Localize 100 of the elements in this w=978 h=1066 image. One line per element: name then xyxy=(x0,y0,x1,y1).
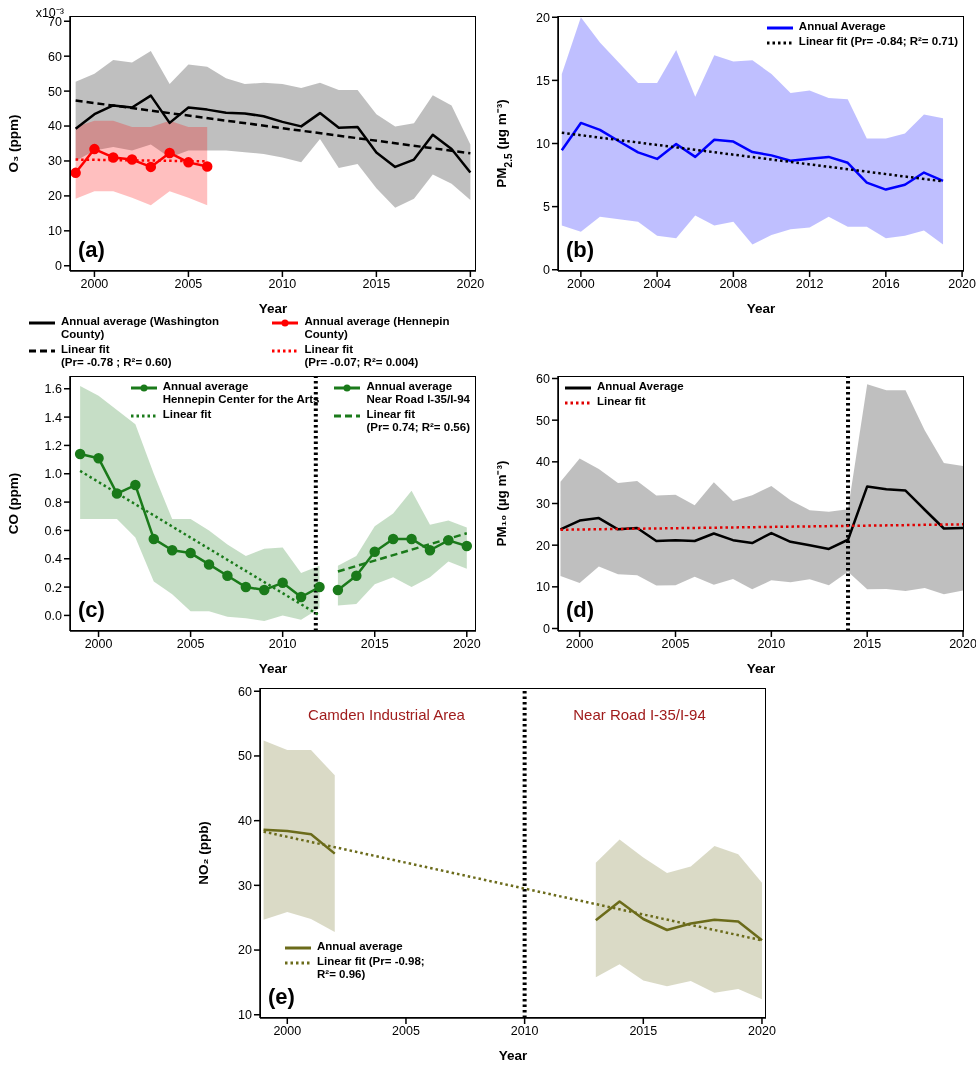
y-tick-label: 0 xyxy=(55,259,63,274)
legend-label: Annual average Near Road I-35/I-94 xyxy=(366,380,470,406)
x-tick-label: 2020 xyxy=(452,636,481,651)
x-axis-title: Year xyxy=(258,301,289,316)
annotation: Camden Industrial Area xyxy=(308,705,465,723)
point xyxy=(185,547,196,559)
x-tick-label: 2016 xyxy=(871,276,900,291)
point xyxy=(369,546,380,557)
y-tick-label: 60 xyxy=(536,371,551,386)
x-tick-label: 2000 xyxy=(566,276,595,291)
point xyxy=(89,143,100,155)
x-tick-label: 2020 xyxy=(948,276,977,291)
y-tick-label: 15 xyxy=(536,73,551,88)
x-tick-label: 2000 xyxy=(273,1023,302,1038)
point xyxy=(406,533,417,545)
x-tick-label: 2004 xyxy=(643,276,672,291)
legend-label: Annual average xyxy=(317,940,403,953)
legend-label: Annual Average xyxy=(597,380,684,393)
x-tick-label: 2000 xyxy=(80,276,109,291)
point xyxy=(74,448,86,460)
y-tick-label: 20 xyxy=(536,538,551,553)
y-tick-label: 0.0 xyxy=(44,608,63,623)
point xyxy=(183,157,194,168)
y-tick-label: 60 xyxy=(48,49,63,64)
point xyxy=(126,154,138,165)
y-tick-label: 0.8 xyxy=(44,495,63,510)
point xyxy=(314,581,325,593)
y-tick-label: 0.2 xyxy=(44,580,63,595)
point xyxy=(443,535,454,546)
y-tick-label: 30 xyxy=(238,878,253,893)
legend-label: Linear fit (Pr= -0.84; R²= 0.71) xyxy=(798,35,958,48)
point xyxy=(222,570,233,581)
x-tick-label: 2015 xyxy=(853,636,882,651)
y-axis-title: PM₁₀ (µg m⁻³) xyxy=(494,460,509,547)
y-tick-label: 50 xyxy=(48,84,63,99)
y-axis-title: CO (ppm) xyxy=(6,472,21,535)
y-tick-label: 0 xyxy=(543,263,551,278)
point xyxy=(201,161,213,172)
x-tick-label: 2012 xyxy=(795,276,824,291)
y-axis-title: O₃ (ppm) xyxy=(6,114,21,173)
annotation: (b) xyxy=(566,237,595,263)
y-tick-label: 30 xyxy=(536,496,551,511)
point xyxy=(461,540,473,552)
x-tick-label: 2008 xyxy=(719,276,748,291)
annotation: (c) xyxy=(78,597,105,623)
point xyxy=(277,577,288,589)
y-tick-label: 20 xyxy=(48,189,63,204)
point xyxy=(70,167,81,179)
x-axis-title: Year xyxy=(258,661,289,676)
point xyxy=(111,488,123,499)
line-series xyxy=(560,121,945,191)
annotation: (a) xyxy=(78,237,105,263)
point xyxy=(259,584,270,596)
y-tick-label: 20 xyxy=(238,943,253,958)
x-tick-label: 2010 xyxy=(757,636,786,651)
line-series xyxy=(74,94,472,174)
point xyxy=(295,591,307,603)
point xyxy=(164,147,175,159)
legend-label: Linear fit (Pr= -0.07; R²= 0.004) xyxy=(304,343,419,369)
y-tick-label: 50 xyxy=(238,749,253,764)
legend-label: Linear fit xyxy=(597,395,646,408)
legend-label: Annual Average xyxy=(798,20,886,33)
point xyxy=(203,559,215,570)
y-tick-label: 40 xyxy=(48,119,63,134)
x-tick-label: 2005 xyxy=(174,276,203,291)
y-tick-label: 40 xyxy=(238,814,253,829)
x-tick-label: 2010 xyxy=(268,636,297,651)
x-tick-label: 2020 xyxy=(748,1023,776,1038)
annotation: Near Road I-35/I-94 xyxy=(573,705,706,723)
x-tick-label: 2015 xyxy=(362,276,391,291)
y-tick-label: 50 xyxy=(536,413,551,428)
y-tick-label: 10 xyxy=(536,136,551,151)
y-tick-label: 0.4 xyxy=(44,552,63,567)
point xyxy=(240,581,252,593)
legend-label: Linear fit xyxy=(162,408,212,421)
point xyxy=(351,570,362,581)
legend-label: Linear fit (Pr= 0.74; R²= 0.56) xyxy=(366,408,470,434)
legend-label: Linear fit (Pr= -0.98; R²= 0.96) xyxy=(317,955,425,981)
y-tick-label: 5 xyxy=(543,200,551,215)
x-tick-label: 2015 xyxy=(629,1023,658,1038)
x-tick-label: 2000 xyxy=(84,636,113,651)
x-tick-label: 2005 xyxy=(176,636,205,651)
x-tick-label: 2000 xyxy=(565,636,594,651)
y-tick-label: 0 xyxy=(543,621,551,636)
x-axis-title: Year xyxy=(746,301,777,316)
point xyxy=(166,545,178,556)
point xyxy=(387,533,399,545)
y-tick-label: 10 xyxy=(48,224,63,239)
point xyxy=(145,161,157,173)
y-axis-title: NO₂ (ppb) xyxy=(196,821,211,885)
y-tick-label: 20 xyxy=(536,10,551,25)
legend-label: Annual average (Hennepin County) xyxy=(304,315,451,341)
x-tick-label: 2020 xyxy=(456,276,485,291)
point xyxy=(332,584,344,596)
x-axis-title: Year xyxy=(746,661,777,676)
legend-label: Linear fit (Pr= -0.78 ; R²= 0.60) xyxy=(61,343,172,369)
y-tick-label: 0.6 xyxy=(44,523,63,538)
annotation: (d) xyxy=(566,597,595,623)
x-tick-label: 2005 xyxy=(661,636,690,651)
y-tick-label: 1.2 xyxy=(44,438,63,453)
